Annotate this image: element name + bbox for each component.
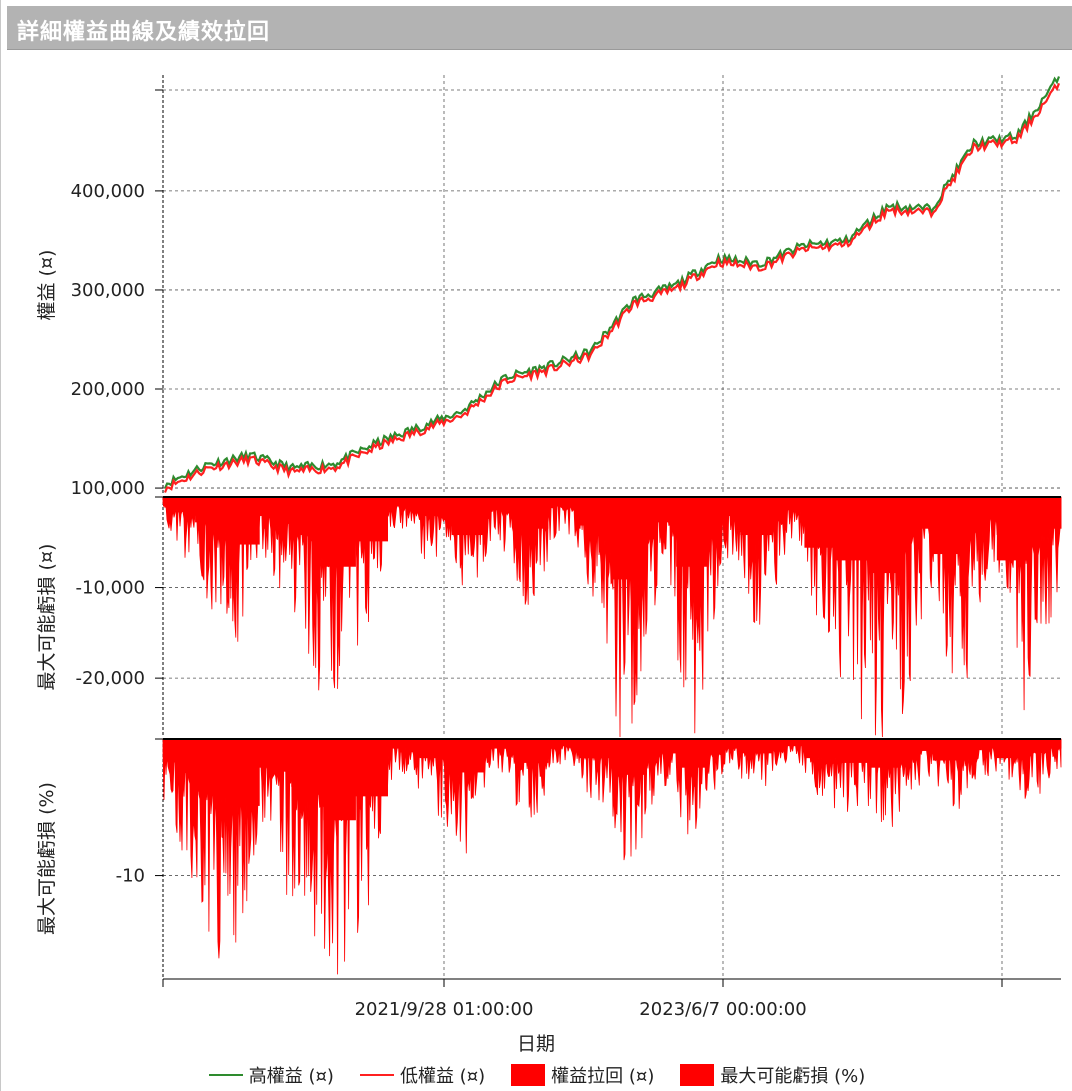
equity-ytick-label: 300,000: [71, 280, 145, 301]
legend-item-low-equity[interactable]: 低權益 (¤): [359, 1062, 486, 1088]
x-axis-label: 日期: [517, 1033, 555, 1055]
drawdown-percent-panel: -10 最大可能虧損 (%): [36, 738, 1062, 978]
low-equity-line: [163, 83, 1061, 493]
x-axis: 2021/9/28 01:00:00 2023/6/7 00:00:00 日期: [162, 978, 1061, 1055]
drawdown-percent-ytick-label: -10: [116, 866, 145, 887]
equity-panel: 100,000 200,000 300,000 400,000 權益 (¤): [36, 75, 1061, 499]
drawdown-percent-ylabel: 最大可能虧損 (%): [36, 782, 58, 935]
legend-label-drawdown-amount: 權益拉回 (¤): [551, 1066, 655, 1087]
legend-swatch-low-equity: [359, 1074, 394, 1076]
high-equity-line: [163, 76, 1061, 490]
x-tick-label: 2021/9/28 01:00:00: [355, 999, 534, 1020]
equity-ytick-label: 400,000: [71, 181, 145, 202]
drawdown-amount-panel: -10,000 -20,000 最大可能虧損 (¤): [36, 496, 1062, 738]
legend-swatch-drawdown-percent: [680, 1064, 715, 1086]
drawdown-amount-area: [162, 496, 1062, 738]
x-tick-label: 2023/6/7 00:00:00: [639, 999, 806, 1020]
legend-swatch-high-equity: [208, 1074, 243, 1076]
equity-ytick-label: 100,000: [71, 478, 145, 499]
legend-label-high-equity: 高權益 (¤): [248, 1066, 334, 1087]
drawdown-amount-ytick-label: -20,000: [76, 668, 145, 689]
legend-swatch-drawdown-amount: [511, 1064, 546, 1086]
drawdown-amount-ylabel: 最大可能虧損 (¤): [36, 544, 58, 691]
legend: 高權益 (¤) 低權益 (¤) 權益拉回 (¤) 最大可能虧損 (%): [1, 1060, 1072, 1090]
legend-label-low-equity: 低權益 (¤): [399, 1066, 486, 1087]
legend-item-high-equity[interactable]: 高權益 (¤): [208, 1062, 334, 1088]
legend-item-drawdown-percent[interactable]: 最大可能虧損 (%): [680, 1062, 865, 1088]
legend-item-drawdown-amount[interactable]: 權益拉回 (¤): [511, 1062, 654, 1088]
legend-label-drawdown-percent: 最大可能虧損 (%): [720, 1066, 866, 1087]
window-title: 詳細權益曲線及績效拉回: [17, 20, 271, 45]
title-bar: 詳細權益曲線及績效拉回: [7, 6, 1072, 50]
drawdown-amount-ytick-label: -10,000: [76, 578, 145, 599]
drawdown-percent-area: [162, 738, 1062, 975]
equity-ylabel: 權益 (¤): [36, 250, 58, 321]
chart-area[interactable]: 100,000 200,000 300,000 400,000 權益 (¤) -10,0…: [1, 0, 1072, 1060]
equity-ytick-label: 200,000: [71, 379, 145, 400]
